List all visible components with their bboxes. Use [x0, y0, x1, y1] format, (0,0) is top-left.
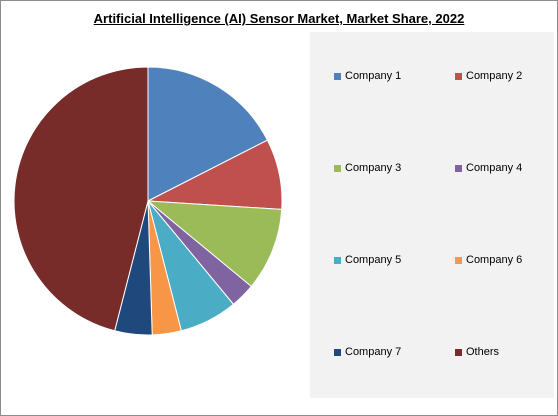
legend-item-company-2: Company 2: [455, 69, 522, 83]
legend-swatch: [334, 164, 341, 172]
pie-slice-others: [13, 66, 149, 332]
legend-item-company-7: Company 7: [334, 345, 401, 359]
legend-swatch: [455, 256, 462, 264]
legend-item-others: Others: [455, 345, 499, 359]
chart-title: Artificial Intelligence (AI) Sensor Mark…: [93, 11, 465, 26]
legend-label: Company 6: [466, 254, 523, 266]
legend-label: Company 2: [466, 70, 523, 82]
legend-label: Others: [466, 346, 500, 358]
legend-swatch: [334, 348, 341, 356]
pie-slice-company-1: [147, 66, 269, 202]
legend-item-company-1: Company 1: [334, 69, 401, 83]
legend-swatch: [455, 164, 462, 172]
legend-swatch: [455, 72, 462, 80]
pie-slice-company-3: [146, 200, 283, 288]
legend-label: Company 5: [345, 254, 402, 266]
legend: Company 1 Company 2 Company 3 Company 4 Comp…: [310, 32, 554, 398]
legend-label: Company 3: [345, 162, 402, 174]
legend-swatch: [455, 348, 462, 356]
legend-item-company-4: Company 4: [455, 161, 522, 175]
legend-swatch: [334, 72, 341, 80]
legend-label: Company 7: [345, 346, 402, 358]
legend-item-company-3: Company 3: [334, 161, 401, 175]
legend-label: Company 4: [466, 162, 523, 174]
legend-label: Company 1: [345, 70, 402, 82]
legend-item-company-5: Company 5: [334, 253, 401, 267]
legend-item-company-6: Company 6: [455, 253, 522, 267]
legend-swatch: [334, 256, 341, 264]
